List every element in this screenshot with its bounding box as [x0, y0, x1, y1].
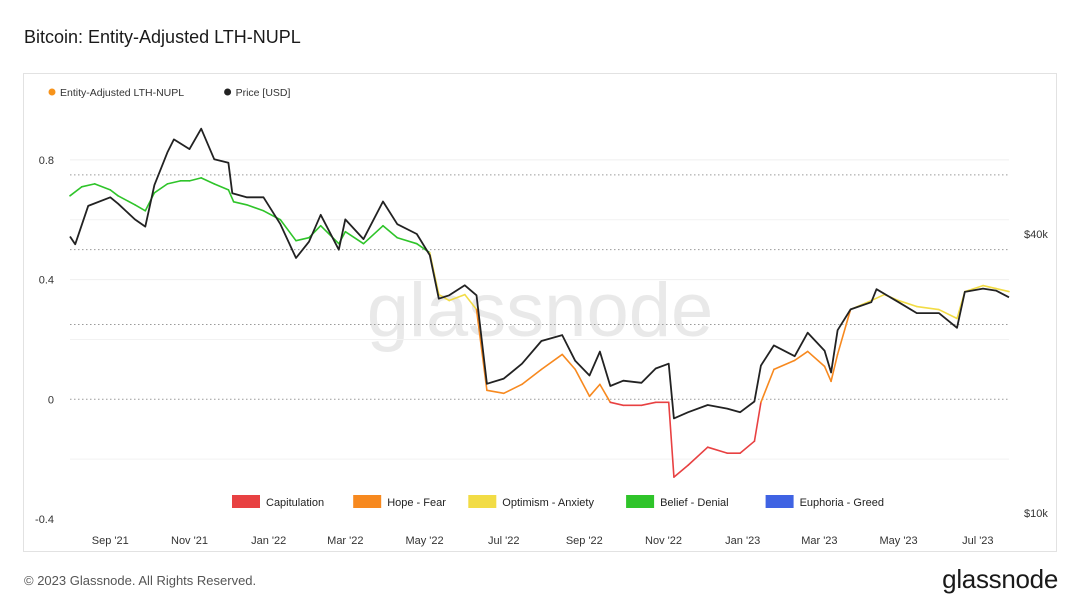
- nupl-segment: [362, 224, 384, 245]
- x-tick-label: May '22: [405, 535, 443, 547]
- nupl-segment: [109, 189, 119, 197]
- nupl-segment: [753, 401, 762, 442]
- nupl-segment: [448, 293, 466, 302]
- zone-swatch: [232, 495, 260, 508]
- nupl-segment: [739, 440, 756, 454]
- price-line: [69, 127, 1010, 420]
- nupl-segment: [938, 308, 958, 320]
- y-left-tick-label: -0.4: [35, 514, 54, 526]
- nupl-segment: [232, 201, 248, 206]
- x-tick-label: Mar '23: [801, 535, 837, 547]
- y-right-tick-label: $10k: [1024, 508, 1048, 520]
- zone-swatch: [626, 495, 655, 508]
- nupl-segment: [588, 383, 601, 398]
- nupl-segment: [897, 299, 918, 308]
- legend-dot: [48, 88, 56, 96]
- x-tick-label: Nov '22: [645, 535, 682, 547]
- nupl-segment: [830, 353, 839, 383]
- nupl-segment: [153, 183, 169, 194]
- nupl-segment: [760, 368, 775, 404]
- nupl-segment: [793, 350, 809, 362]
- price-series[interactable]: [69, 127, 1010, 420]
- nupl-segment: [93, 183, 112, 191]
- nupl-segment: [279, 218, 297, 242]
- x-tick-label: Jan '22: [251, 535, 286, 547]
- nupl-segment: [836, 308, 852, 356]
- nupl-segment: [69, 186, 83, 197]
- glassnode-logo[interactable]: glassnode: [942, 564, 1058, 594]
- y-left-tick-label: 0.4: [39, 275, 54, 287]
- x-tick-label: Sep '22: [566, 535, 603, 547]
- nupl-segment: [540, 353, 564, 371]
- nupl-segment: [486, 389, 505, 395]
- nupl-segment: [915, 305, 940, 311]
- nupl-segment: [227, 189, 235, 203]
- nupl-segment: [773, 359, 796, 371]
- nupl-segment: [117, 195, 136, 206]
- nupl-segment: [823, 365, 832, 383]
- zone-swatch: [468, 495, 497, 508]
- nupl-segment: [982, 284, 997, 290]
- nupl-segment: [213, 183, 230, 191]
- axis-layer: 0.8 0.4 0 -0.4 $40k $10k Sep '21 Nov '21 Jan '22…: [35, 155, 1048, 547]
- zone-label: Capitulation: [266, 497, 324, 509]
- y-left-tick-label: 0: [48, 394, 54, 406]
- copyright-text: © 2023 Glassnode. All Rights Reserved.: [24, 573, 257, 588]
- nupl-segment: [166, 180, 182, 185]
- x-tick-label: Mar '22: [327, 535, 363, 547]
- nupl-segment: [706, 446, 728, 454]
- nupl-segment: [640, 401, 657, 407]
- nupl-segment: [609, 401, 625, 407]
- x-tick-label: May '23: [880, 535, 918, 547]
- nupl-segment: [521, 368, 543, 386]
- nupl-segment: [673, 464, 690, 478]
- zone-label: Optimism - Anxiety: [502, 497, 594, 509]
- nupl-segment: [561, 353, 577, 371]
- x-tick-label: Jan '23: [725, 535, 760, 547]
- nupl-segment: [245, 203, 265, 212]
- nupl-segment: [995, 287, 1010, 293]
- nupl-segment: [870, 293, 886, 302]
- zone-swatch: [765, 495, 794, 508]
- legend-top: Entity-Adjusted LTH-NUPL Price [USD]: [48, 87, 291, 99]
- nupl-segment: [188, 177, 202, 182]
- x-tick-label: Nov '21: [171, 535, 208, 547]
- nupl-segment: [475, 308, 488, 392]
- nupl-segment: [396, 236, 418, 245]
- zone-label: Euphoria - Greed: [800, 497, 884, 509]
- nupl-segment: [502, 383, 523, 395]
- watermark: glassnode: [367, 268, 714, 353]
- grid-layer: [70, 159, 1009, 460]
- nupl-segment: [80, 183, 96, 188]
- nupl-segment: [687, 446, 709, 466]
- nupl-segment: [344, 230, 365, 245]
- y-right-tick-label: $40k: [1024, 229, 1048, 241]
- legend-bottom: Capitulation Hope - Fear Optimism - Anxiet…: [232, 495, 884, 509]
- nupl-segment: [667, 401, 675, 478]
- legend-dot: [224, 88, 232, 96]
- legend-label: Entity-Adjusted LTH-NUPL: [60, 87, 184, 99]
- nupl-segment: [295, 236, 310, 242]
- zone-swatch: [353, 495, 382, 508]
- nupl-segment: [134, 203, 147, 212]
- zone-label: Belief - Denial: [660, 497, 728, 509]
- legend-label: Price [USD]: [236, 87, 291, 99]
- nupl-segment: [599, 383, 612, 404]
- nupl-segment: [200, 177, 215, 185]
- zone-label: Hope - Fear: [387, 497, 446, 509]
- nupl-segment: [464, 293, 478, 311]
- chart-svg[interactable]: glassnode 0.8 0.4 0 -0.4 $40k $10k Sep '21 Nov …: [24, 74, 1056, 551]
- x-tick-label: Sep '21: [92, 535, 129, 547]
- chart-frame: glassnode 0.8 0.4 0 -0.4 $40k $10k Sep '21 Nov …: [23, 73, 1057, 552]
- x-tick-label: Jul '23: [962, 535, 993, 547]
- nupl-segment: [574, 368, 591, 398]
- page-title: Bitcoin: Entity-Adjusted LTH-NUPL: [24, 27, 301, 47]
- nupl-segment: [319, 224, 340, 245]
- x-tick-label: Jul '22: [488, 535, 519, 547]
- y-left-tick-label: 0.8: [39, 155, 54, 167]
- nupl-segment: [806, 350, 826, 368]
- nupl-segment: [382, 224, 399, 239]
